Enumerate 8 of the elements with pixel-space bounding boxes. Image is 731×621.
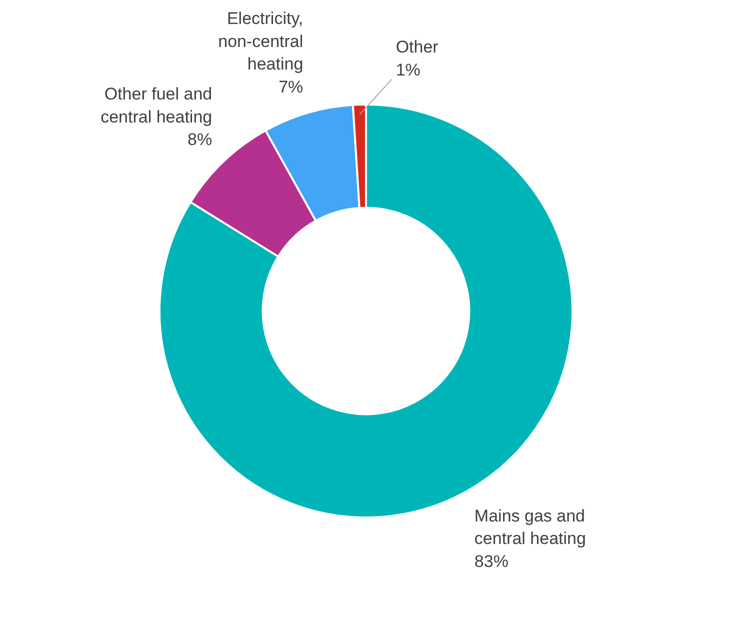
- data-label: 7%: [278, 77, 304, 96]
- slice-label: Mains gas and central heating: [474, 506, 586, 548]
- data-label: 1%: [396, 60, 420, 80]
- slice-label: Other: [396, 37, 439, 56]
- slice-label: Other fuel and central heating: [100, 84, 212, 126]
- data-label: 8%: [188, 130, 212, 150]
- slice-label: Electricity, non-central heating: [218, 9, 304, 74]
- data-label: 83%: [474, 552, 508, 571]
